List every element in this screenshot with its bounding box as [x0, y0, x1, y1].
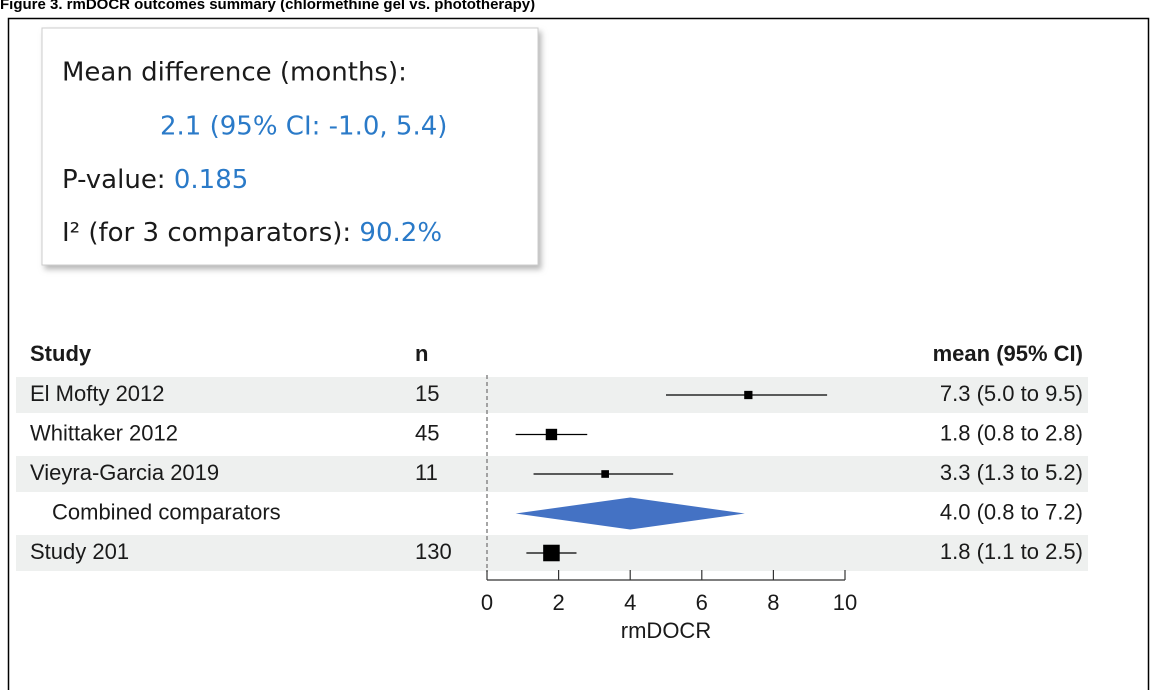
point-estimate [744, 390, 753, 400]
point-estimate [601, 470, 609, 478]
n-label: 11 [415, 460, 438, 485]
x-tick-label: 8 [767, 590, 779, 615]
i2-label: I² (for 3 comparators): [62, 218, 351, 248]
figure-title: Figure 3. rmDOCR outcomes summary (chlor… [0, 0, 535, 13]
estimate-label: 7.3 (5.0 to 9.5) [940, 381, 1083, 406]
n-label: 45 [415, 420, 439, 445]
pooled-diamond [515, 497, 745, 530]
mean-difference-value: 2.1 (95% CI: -1.0, 5.4) [160, 112, 447, 142]
row-shade [16, 377, 1088, 413]
estimate-label: 1.8 (1.1 to 2.5) [940, 539, 1083, 564]
point-estimate [543, 544, 560, 562]
summary-box [41, 27, 539, 266]
i2-value: 90.2% [359, 218, 442, 248]
p-value-number: 0.185 [174, 165, 248, 195]
p-value-label: P-value: [62, 165, 166, 195]
mean-difference-label: Mean difference (months): [62, 58, 407, 88]
estimate-label: 3.3 (1.3 to 5.2) [940, 460, 1083, 485]
frame [7, 17, 1150, 690]
x-tick-label: 6 [696, 590, 708, 615]
study-label: Whittaker 2012 [30, 420, 178, 445]
header-n: n [415, 341, 428, 366]
header-study: Study [30, 341, 92, 366]
estimate-label: 4.0 (0.8 to 7.2) [940, 499, 1083, 524]
x-tick-label: 2 [552, 590, 564, 615]
study-label: Study 201 [30, 539, 129, 564]
n-label: 130 [415, 539, 452, 564]
p-value: P-value: 0.185 [62, 165, 248, 195]
x-tick-label: 10 [833, 590, 857, 615]
x-tick-label: 0 [481, 590, 493, 615]
estimate-label: 1.8 (0.8 to 2.8) [940, 420, 1083, 445]
study-label: Vieyra-Garcia 2019 [30, 460, 219, 485]
x-axis-label: rmDOCR [621, 618, 711, 643]
study-label: Combined comparators [52, 499, 281, 524]
x-tick-label: 4 [624, 590, 636, 615]
i2: I² (for 3 comparators): 90.2% [62, 218, 442, 248]
header-estimate: mean (95% CI) [933, 341, 1083, 366]
point-estimate [545, 428, 558, 441]
study-label: El Mofty 2012 [30, 381, 165, 406]
rows: El Mofty 2012 15 7.3 (5.0 to 9.5) Whittaker… [16, 377, 1088, 571]
n-label: 15 [415, 381, 439, 406]
plot: 0 2 4 6 8 10 rmDOCR [481, 375, 857, 643]
